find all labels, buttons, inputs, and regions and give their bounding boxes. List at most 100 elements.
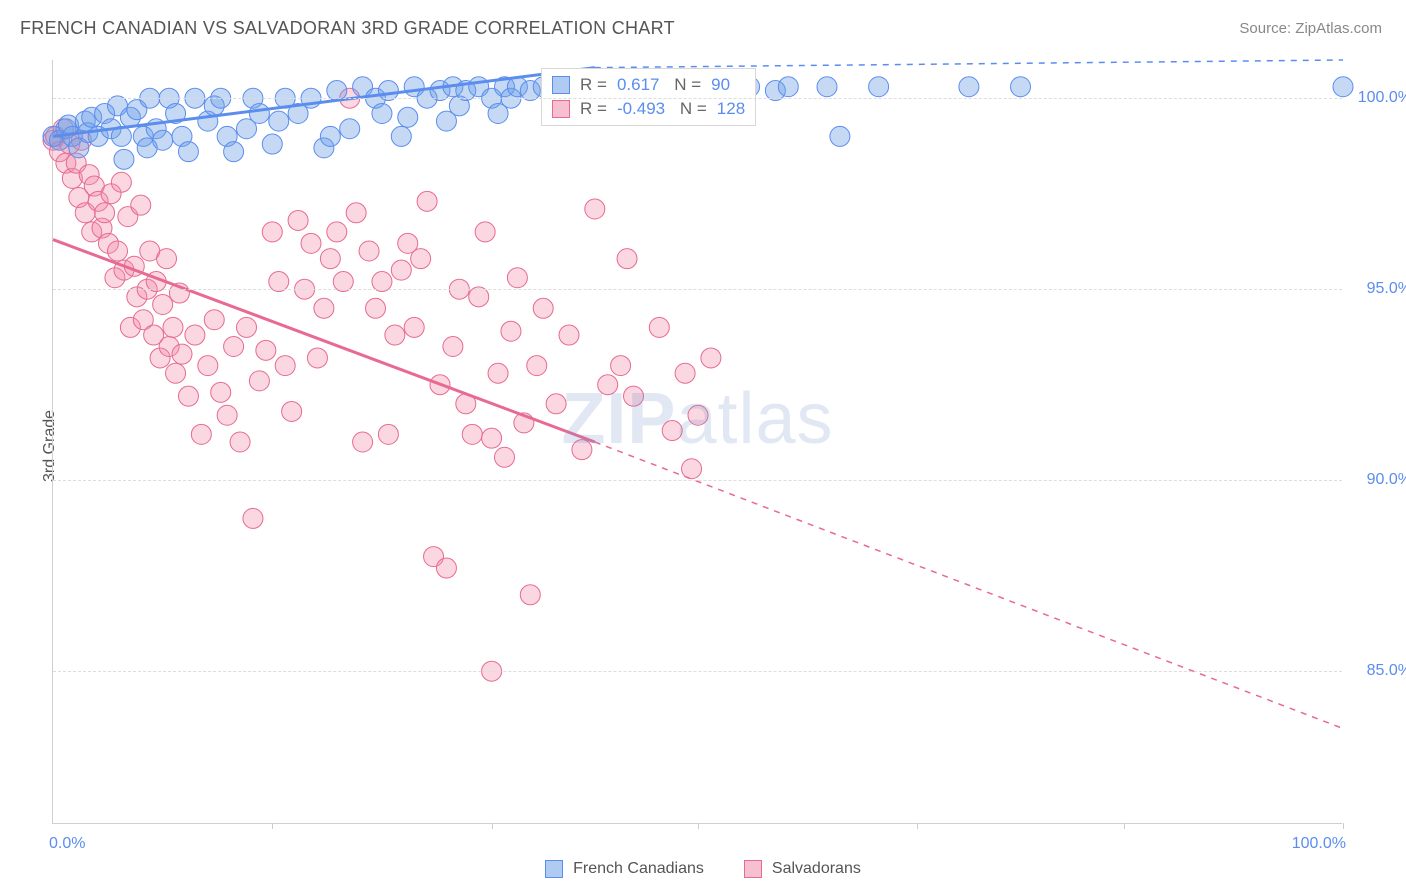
scatter-point-pink bbox=[320, 249, 340, 269]
trend-dash-blue bbox=[595, 60, 1343, 68]
scatter-point-blue bbox=[1011, 77, 1031, 97]
scatter-point-pink bbox=[598, 375, 618, 395]
scatter-point-pink bbox=[443, 337, 463, 357]
scatter-point-blue bbox=[114, 149, 134, 169]
scatter-point-pink bbox=[191, 424, 211, 444]
scatter-point-pink bbox=[546, 394, 566, 414]
scatter-point-pink bbox=[95, 203, 115, 223]
x-tick-mark bbox=[917, 823, 918, 829]
scatter-point-blue bbox=[249, 103, 269, 123]
scatter-point-pink bbox=[153, 294, 173, 314]
chart-plot-area: ZIPatlas R =0.617 N =90 R =-0.493 N =128… bbox=[52, 60, 1342, 824]
scatter-point-pink bbox=[288, 210, 308, 230]
scatter-point-pink bbox=[366, 298, 386, 318]
trend-dash-pink bbox=[595, 442, 1343, 729]
scatter-point-pink bbox=[649, 317, 669, 337]
scatter-point-pink bbox=[662, 421, 682, 441]
y-tick-label: 85.0% bbox=[1352, 662, 1406, 680]
scatter-point-pink bbox=[131, 195, 151, 215]
scatter-point-blue bbox=[153, 130, 173, 150]
y-tick-label: 90.0% bbox=[1352, 471, 1406, 489]
scatter-point-pink bbox=[585, 199, 605, 219]
scatter-point-pink bbox=[411, 249, 431, 269]
stats-swatch-blue bbox=[552, 76, 570, 94]
scatter-point-pink bbox=[675, 363, 695, 383]
scatter-point-pink bbox=[211, 382, 231, 402]
scatter-point-pink bbox=[301, 233, 321, 253]
scatter-point-blue bbox=[778, 77, 798, 97]
scatter-point-pink bbox=[262, 222, 282, 242]
scatter-point-pink bbox=[417, 191, 437, 211]
scatter-point-pink bbox=[404, 317, 424, 337]
scatter-point-blue bbox=[262, 134, 282, 154]
scatter-point-pink bbox=[172, 344, 192, 364]
stats-row-blue: R =0.617 N =90 bbox=[552, 73, 745, 97]
scatter-point-pink bbox=[204, 310, 224, 330]
chart-title: FRENCH CANADIAN VS SALVADORAN 3RD GRADE … bbox=[20, 18, 675, 39]
scatter-point-pink bbox=[314, 298, 334, 318]
legend-swatch-pink bbox=[744, 860, 762, 878]
x-tick-mark bbox=[1124, 823, 1125, 829]
scatter-point-pink bbox=[249, 371, 269, 391]
scatter-point-blue bbox=[830, 126, 850, 146]
scatter-point-pink bbox=[111, 172, 131, 192]
scatter-point-blue bbox=[398, 107, 418, 127]
scatter-point-pink bbox=[275, 356, 295, 376]
scatter-point-blue bbox=[869, 77, 889, 97]
scatter-point-pink bbox=[230, 432, 250, 452]
scatter-point-pink bbox=[617, 249, 637, 269]
scatter-point-pink bbox=[462, 424, 482, 444]
scatter-point-pink bbox=[527, 356, 547, 376]
scatter-point-pink bbox=[256, 340, 276, 360]
scatter-point-pink bbox=[359, 241, 379, 261]
scatter-point-pink bbox=[682, 459, 702, 479]
scatter-point-blue bbox=[391, 126, 411, 146]
scatter-point-pink bbox=[346, 203, 366, 223]
gridline-h bbox=[53, 480, 1342, 481]
x-tick-mark bbox=[698, 823, 699, 829]
gridline-h bbox=[53, 289, 1342, 290]
bottom-legend: French Canadians Salvadorans bbox=[0, 860, 1406, 878]
scatter-point-pink bbox=[178, 386, 198, 406]
scatter-point-pink bbox=[224, 337, 244, 357]
gridline-h bbox=[53, 671, 1342, 672]
scatter-point-pink bbox=[475, 222, 495, 242]
scatter-point-pink bbox=[701, 348, 721, 368]
scatter-point-blue bbox=[178, 142, 198, 162]
scatter-point-pink bbox=[166, 363, 186, 383]
scatter-point-pink bbox=[163, 317, 183, 337]
source-link[interactable]: ZipAtlas.com bbox=[1295, 20, 1382, 37]
scatter-point-blue bbox=[269, 111, 289, 131]
scatter-point-pink bbox=[488, 363, 508, 383]
x-tick-mark bbox=[1343, 823, 1344, 829]
scatter-point-blue bbox=[959, 77, 979, 97]
scatter-point-blue bbox=[340, 119, 360, 139]
scatter-point-pink bbox=[198, 356, 218, 376]
scatter-point-pink bbox=[307, 348, 327, 368]
scatter-point-pink bbox=[157, 249, 177, 269]
legend-swatch-blue bbox=[545, 860, 563, 878]
scatter-point-pink bbox=[559, 325, 579, 345]
scatter-point-blue bbox=[817, 77, 837, 97]
x-tick-mark bbox=[492, 823, 493, 829]
scatter-point-pink bbox=[108, 241, 128, 261]
legend-item-pink: Salvadorans bbox=[744, 860, 861, 878]
stats-swatch-pink bbox=[552, 100, 570, 118]
scatter-point-blue bbox=[1333, 77, 1353, 97]
y-tick-label: 100.0% bbox=[1352, 89, 1406, 107]
x-tick-left: 0.0% bbox=[49, 835, 85, 853]
source-label: Source: ZipAtlas.com bbox=[1239, 20, 1382, 37]
scatter-point-pink bbox=[217, 405, 237, 425]
stats-box: R =0.617 N =90 R =-0.493 N =128 bbox=[541, 68, 756, 126]
scatter-point-pink bbox=[185, 325, 205, 345]
scatter-point-pink bbox=[436, 558, 456, 578]
scatter-point-pink bbox=[507, 268, 527, 288]
scatter-point-pink bbox=[385, 325, 405, 345]
scatter-point-blue bbox=[320, 126, 340, 146]
scatter-point-pink bbox=[533, 298, 553, 318]
scatter-point-pink bbox=[237, 317, 257, 337]
scatter-point-pink bbox=[353, 432, 373, 452]
y-tick-label: 95.0% bbox=[1352, 280, 1406, 298]
scatter-point-pink bbox=[501, 321, 521, 341]
scatter-point-pink bbox=[624, 386, 644, 406]
